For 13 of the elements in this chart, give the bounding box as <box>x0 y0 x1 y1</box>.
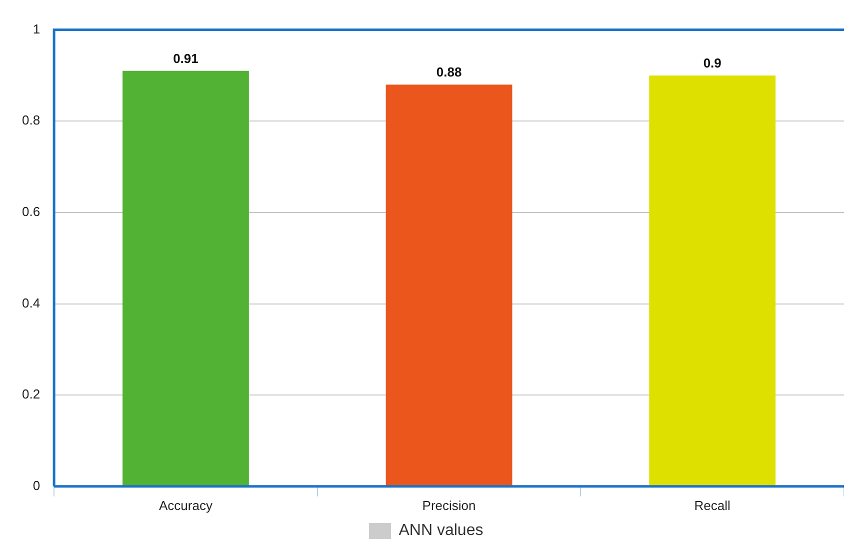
x-tick-label: Accuracy <box>158 498 213 513</box>
data-label: 0.88 <box>436 64 462 80</box>
x-tick-label: Recall <box>694 498 731 513</box>
y-tick-label: 0.4 <box>22 295 40 310</box>
y-tick-label: 0.2 <box>22 386 40 402</box>
y-tick-label: 0.6 <box>22 204 40 220</box>
y-tick-label: 1 <box>32 21 40 36</box>
text: ANN values <box>398 522 484 540</box>
y-tick-label: 0.8 <box>22 112 40 128</box>
data-label: 0.91 <box>173 50 198 66</box>
x-tick-label: Precision <box>422 498 476 513</box>
data-label: 0.9 <box>703 56 722 71</box>
y-tick-label: 0 <box>32 478 40 493</box>
